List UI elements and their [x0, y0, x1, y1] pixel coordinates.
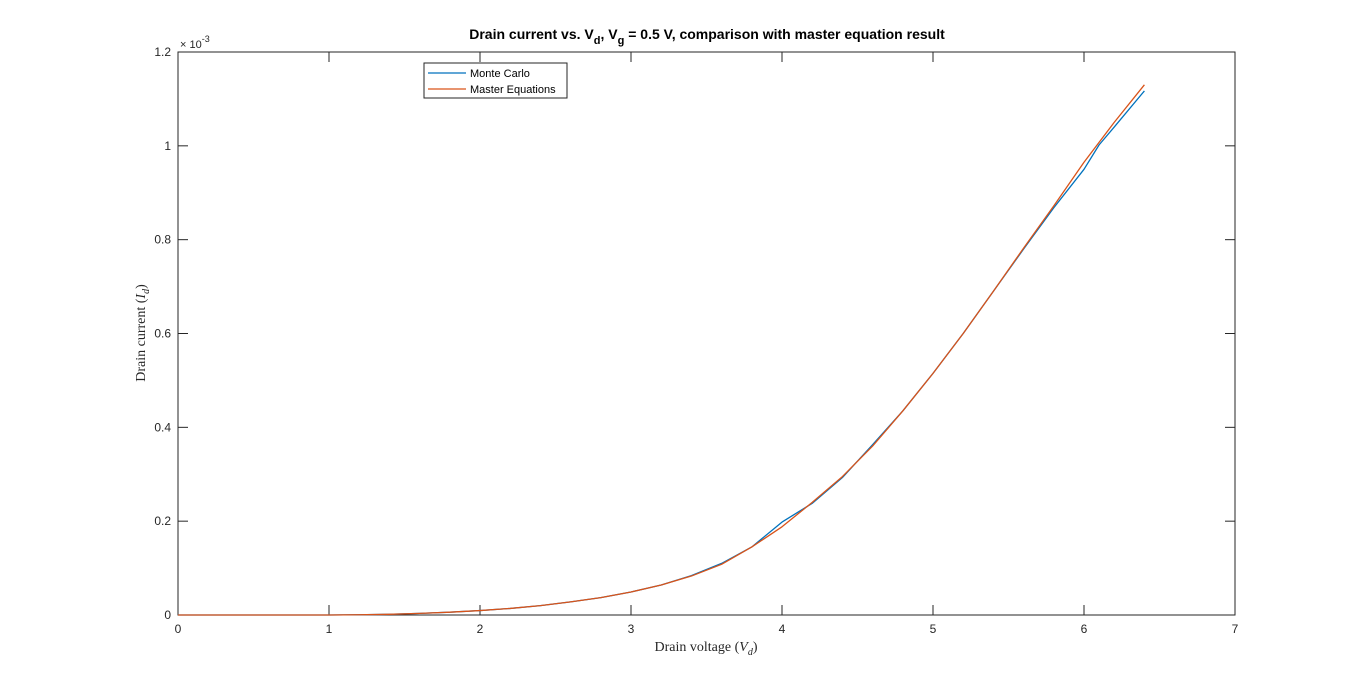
y-axis-ticks: 0 0.2 0.4 0.6 0.8 1 1.2 — [154, 45, 1235, 622]
x-tick-label: 4 — [779, 622, 786, 636]
x-tick-label: 7 — [1232, 622, 1239, 636]
x-axis-label: Drain voltage (Vd) — [655, 640, 758, 658]
y-exponent-label: × 10-3 — [180, 34, 210, 51]
axes-box — [177, 51, 1236, 616]
x-tick-label: 5 — [930, 622, 937, 636]
y-tick-label: 1.2 — [154, 45, 171, 59]
chart-title: Drain current vs. Vd, Vg = 0.5 V, compar… — [469, 26, 945, 47]
x-tick-label: 3 — [628, 622, 635, 636]
x-tick-label: 2 — [477, 622, 484, 636]
y-tick-label: 0.2 — [154, 514, 171, 528]
y-axis-label: Drain current (Id) — [134, 284, 152, 382]
y-tick-label: 1 — [164, 139, 171, 153]
legend-box — [423, 62, 568, 99]
legend[interactable]: Monte Carlo Master Equations — [423, 62, 568, 99]
x-tick-label: 1 — [326, 622, 333, 636]
legend-label-master-equations: Master Equations — [470, 84, 556, 96]
series-lines — [178, 84, 1145, 616]
y-tick-label: 0.6 — [154, 327, 171, 341]
x-tick-label: 0 — [175, 622, 182, 636]
y-tick-label: 0.8 — [154, 233, 171, 247]
legend-label-monte-carlo: Monte Carlo — [470, 68, 530, 80]
y-tick-label: 0.4 — [154, 420, 171, 434]
y-tick-label: 0 — [164, 608, 171, 622]
x-tick-label: 6 — [1081, 622, 1088, 636]
series-line-master-equations — [178, 84, 1145, 616]
